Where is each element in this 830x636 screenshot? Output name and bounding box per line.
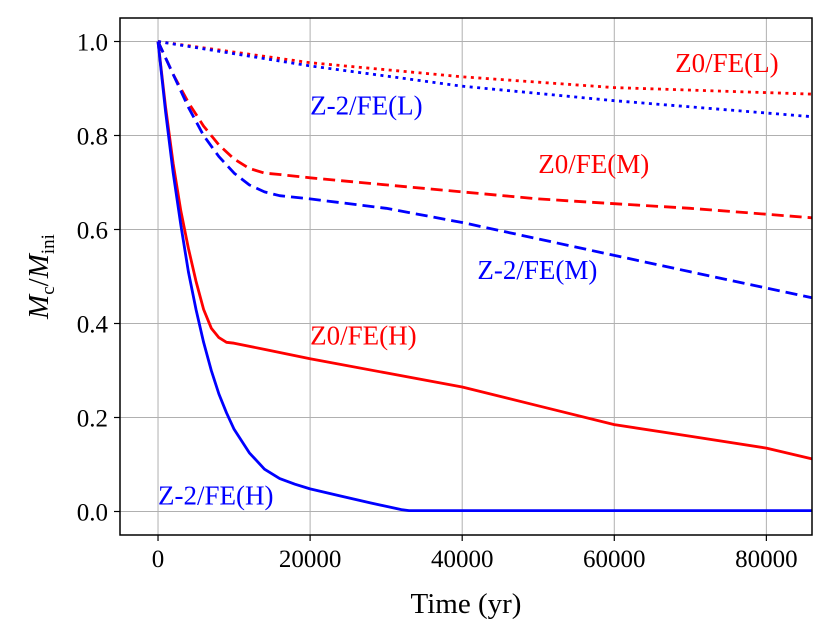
y-axis-title: Mc/Mini bbox=[23, 234, 59, 320]
y-tick-label: 0.0 bbox=[77, 500, 108, 527]
series-line-z-2-fe-h bbox=[156, 41, 812, 513]
x-tick-label: 40000 bbox=[431, 546, 494, 573]
annotation-z-2-fe-l: Z-2/FE(L) bbox=[310, 90, 422, 120]
annotation-z0-fe-m: Z0/FE(M) bbox=[538, 149, 649, 179]
y-tick-label: 1.0 bbox=[77, 30, 108, 57]
series-annotations: Z0/FE(L) Z-2/FE(L) Z0/FE(M) Z-2/FE(M) Z0/FE(… bbox=[158, 48, 779, 510]
series-line-z-2-fe-m bbox=[156, 40, 813, 300]
x-tick-label: 0 bbox=[152, 546, 165, 573]
x-tick-label: 80000 bbox=[735, 546, 798, 573]
y-tick-label: 0.4 bbox=[77, 312, 109, 339]
data-series bbox=[156, 40, 813, 513]
x-tick-label: 60000 bbox=[583, 546, 646, 573]
y-axis-title-sep: / bbox=[23, 277, 55, 286]
axis-ticks: 0 20000 40000 60000 80000 0.0 0.2 0.4 0.6 0.8 1.0 bbox=[77, 30, 798, 574]
y-axis-title-sub2: ini bbox=[38, 234, 59, 254]
series-line-z-2-fe-l bbox=[157, 40, 813, 119]
series-line-z0-fe-m bbox=[156, 40, 813, 220]
annotation-z0-fe-l: Z0/FE(L) bbox=[675, 48, 778, 78]
y-tick-label: 0.2 bbox=[77, 406, 108, 433]
annotation-z-2-fe-h: Z-2/FE(H) bbox=[158, 480, 273, 510]
x-tick-label: 20000 bbox=[279, 546, 342, 573]
plot-frame bbox=[119, 17, 813, 536]
y-tick-label: 0.8 bbox=[77, 124, 108, 151]
annotation-z-2-fe-m: Z-2/FE(M) bbox=[477, 255, 597, 285]
x-axis-title: Time (yr) bbox=[411, 588, 522, 620]
annotation-z0-fe-h: Z0/FE(H) bbox=[310, 321, 416, 351]
y-tick-label: 0.6 bbox=[77, 218, 108, 245]
y-axis-title-sub1: c bbox=[38, 286, 59, 294]
y-axis-title-base1: M bbox=[23, 293, 55, 320]
y-axis-title-base2: M bbox=[23, 252, 55, 279]
series-line-z0-fe-h bbox=[156, 41, 813, 461]
